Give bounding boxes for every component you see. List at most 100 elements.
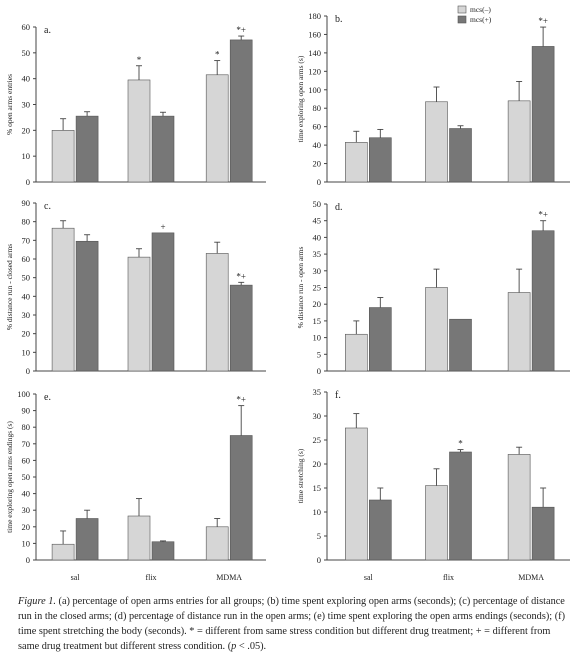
y-tick-label: 20 — [313, 159, 322, 169]
y-tick-label: 0 — [317, 177, 321, 187]
bar-mcs-minus-flix — [425, 101, 448, 183]
bar-mcs-plus-sal — [369, 499, 392, 561]
y-tick-label: 30 — [22, 505, 31, 515]
panel-label: d. — [335, 202, 343, 213]
y-tick-label: 50 — [22, 48, 31, 58]
y-tick-label: 40 — [313, 232, 322, 242]
panel-c: 0 10 20 30 40 50 60 70 80 90 c. % distance run - cl… — [5, 198, 266, 376]
y-tick-label: 0 — [26, 177, 30, 187]
y-tick-label: 40 — [313, 140, 322, 150]
bar-mcs-plus-flix — [151, 232, 175, 372]
y-tick-label: 90 — [22, 406, 31, 416]
y-tick-label: 100 — [308, 85, 321, 95]
y-tick-label: 20 — [22, 522, 31, 532]
bar-mcs-plus-sal — [75, 115, 99, 183]
significance-marker: *+ — [236, 271, 246, 281]
y-tick-label: 60 — [22, 455, 31, 465]
y-tick-label: 35 — [313, 249, 322, 259]
x-tick-label: flix — [443, 573, 454, 582]
figure-caption: Figure 1. (a) percentage of open arms en… — [18, 594, 574, 654]
panel-label: a. — [44, 25, 51, 36]
significance-marker: *+ — [236, 395, 246, 405]
x-tick-label: flix — [145, 573, 156, 582]
y-tick-label: 70 — [22, 439, 31, 449]
y-tick-label: 20 — [313, 459, 322, 469]
y-tick-label: 40 — [22, 489, 31, 499]
bar-mcs-minus-sal — [51, 130, 75, 183]
y-tick-label: 50 — [313, 199, 322, 209]
y-tick-label: 25 — [313, 283, 322, 293]
x-tick-label: sal — [71, 573, 81, 582]
bar-mcs-minus-MDMA — [205, 526, 229, 561]
bar-mcs-plus-flix — [449, 451, 472, 561]
y-tick-label: 0 — [26, 555, 30, 565]
y-tick-label: 40 — [22, 74, 31, 84]
y-axis-label: % distance run - closed arms — [5, 244, 14, 331]
bar-mcs-minus-sal — [345, 333, 368, 372]
bar-mcs-minus-sal — [51, 227, 75, 372]
y-tick-label: 80 — [22, 217, 31, 227]
x-tick-label: MDMA — [216, 573, 242, 582]
y-tick-label: 10 — [22, 151, 31, 161]
y-tick-label: 50 — [22, 472, 31, 482]
panel-a: 0 10 20 30 40 50 60 a. % open arms entries * * *+ — [5, 22, 266, 187]
panel-label: b. — [335, 14, 343, 25]
bar-mcs-minus-flix — [425, 287, 448, 372]
significance-marker: *+ — [236, 25, 246, 35]
y-tick-label: 20 — [22, 125, 31, 135]
y-axis-label: time exploring open arms endings (s) — [5, 421, 14, 533]
y-tick-label: 15 — [313, 316, 322, 326]
legend-label: mcs(+) — [470, 15, 492, 24]
significance-marker: * — [137, 55, 142, 65]
y-tick-label: 45 — [313, 216, 322, 226]
bar-mcs-minus-MDMA — [507, 100, 531, 183]
legend-label: mcs(–) — [470, 5, 491, 14]
y-tick-label: 30 — [22, 310, 31, 320]
significance-marker: *+ — [538, 210, 548, 220]
bar-mcs-plus-flix — [151, 115, 175, 183]
y-tick-label: 5 — [317, 531, 321, 541]
significance-marker: + — [160, 222, 165, 232]
bar-mcs-minus-sal — [345, 142, 368, 183]
panel-e: 0 10 20 30 40 50 60 70 80 90 100 e. time exploring o… — [5, 389, 266, 582]
bar-mcs-minus-flix — [127, 79, 151, 183]
legend-swatch — [457, 5, 467, 14]
bar-mcs-minus-MDMA — [507, 292, 531, 372]
y-tick-label: 90 — [22, 198, 31, 208]
y-tick-label: 40 — [22, 291, 31, 301]
bar-mcs-plus-MDMA — [229, 39, 253, 183]
y-tick-label: 50 — [22, 273, 31, 283]
bar-mcs-plus-flix — [151, 541, 175, 561]
y-tick-label: 160 — [308, 29, 321, 39]
y-tick-label: 100 — [17, 389, 30, 399]
bar-mcs-plus-sal — [369, 307, 392, 372]
y-tick-label: 60 — [22, 254, 31, 264]
panel-label: c. — [44, 201, 51, 212]
y-tick-label: 80 — [22, 422, 31, 432]
caption-body: (a) percentage of open arms entries for … — [18, 596, 565, 652]
y-tick-label: 30 — [22, 100, 31, 110]
y-tick-label: 35 — [313, 387, 322, 397]
y-tick-label: 25 — [313, 435, 322, 445]
y-tick-label: 0 — [317, 555, 321, 565]
bar-mcs-minus-flix — [127, 256, 151, 372]
x-tick-label: sal — [364, 573, 374, 582]
significance-marker: *+ — [538, 16, 548, 26]
legend-swatch — [457, 15, 467, 24]
panel-label: e. — [44, 392, 51, 403]
caption-p: p — [231, 641, 237, 652]
legend: mcs(–)mcs(+) — [457, 5, 492, 24]
bar-mcs-minus-MDMA — [205, 74, 229, 183]
bar-mcs-minus-sal — [345, 427, 368, 561]
y-tick-label: 5 — [317, 349, 321, 359]
y-axis-label: % open arms entries — [5, 74, 14, 135]
y-tick-label: 60 — [313, 122, 322, 132]
y-tick-label: 20 — [22, 329, 31, 339]
caption-tail: < .05). — [236, 641, 267, 652]
x-tick-label: MDMA — [518, 573, 544, 582]
panel-d: 0 5 10 15 20 25 30 35 40 45 50 d. % distance run - o… — [296, 199, 570, 376]
y-axis-label: % distance run - open arms — [296, 247, 305, 329]
panel-f: 0 5 10 15 20 25 30 35 f. time stretching (s) sal * f… — [296, 387, 570, 582]
y-tick-label: 20 — [313, 299, 322, 309]
